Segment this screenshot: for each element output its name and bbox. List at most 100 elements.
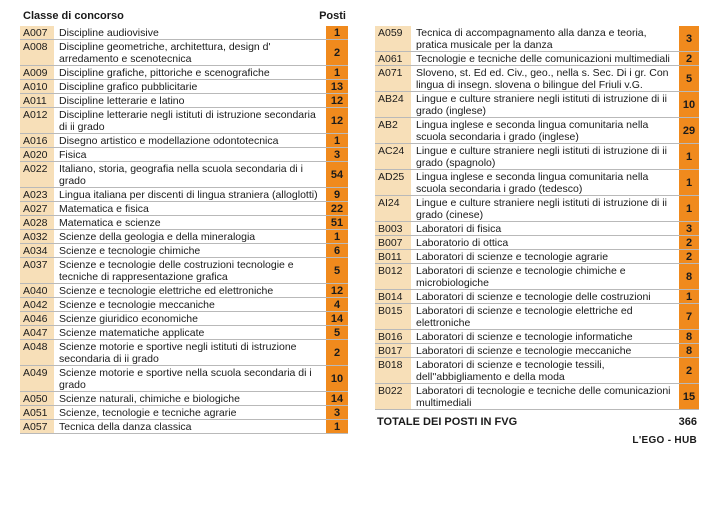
posti-count: 13 <box>326 80 348 93</box>
posti-count: 2 <box>679 250 699 263</box>
posti-count: 2 <box>679 236 699 249</box>
class-description: Laboratori di scienze e tecnologie agrar… <box>416 251 609 263</box>
table-row: A061 Tecnologie e tecniche delle comunica… <box>375 52 699 66</box>
table-row: A012 Discipline letterarie negli istituti… <box>20 108 348 134</box>
class-description: Scienze motorie e sportive nella scuola … <box>59 367 312 391</box>
class-code: B012 <box>375 264 411 289</box>
class-description: Discipline geometriche, architettura, de… <box>59 41 271 65</box>
table-row: A047 Scienze matematiche applicate 5 <box>20 326 348 340</box>
class-code: A020 <box>20 148 54 161</box>
class-description: Disegno artistico e modellazione odontot… <box>59 135 279 147</box>
class-description: Laboratori di scienze e tecnologie elett… <box>416 305 633 329</box>
right-table: A059 Tecnica di accompagnamento alla danz… <box>375 0 699 446</box>
class-description: Discipline letterarie e latino <box>59 95 185 107</box>
class-code: A040 <box>20 284 54 297</box>
posti-count: 2 <box>679 358 699 383</box>
posti-count: 51 <box>326 216 348 229</box>
table-row: B003 Laboratori di fisica 3 <box>375 222 699 236</box>
table-row: B015 Laboratori di scienze e tecnologie e… <box>375 304 699 330</box>
posti-count: 3 <box>679 26 699 51</box>
table-row: A027 Matematica e fisica 22 <box>20 202 348 216</box>
class-description: Italiano, storia, geografia nella scuola… <box>59 163 303 187</box>
class-code: A061 <box>375 52 411 65</box>
table-row: A046 Scienze giuridico economiche 14 <box>20 312 348 326</box>
class-code: A048 <box>20 340 54 365</box>
class-description: Scienze e tecnologie chimiche <box>59 245 201 257</box>
posti-count: 1 <box>326 420 348 433</box>
posti-count: 3 <box>679 222 699 235</box>
posti-count: 8 <box>679 344 699 357</box>
class-description: Laboratori di fisica <box>416 223 502 235</box>
class-description: Scienze, tecnologie e tecniche agrarie <box>59 407 237 419</box>
table-row: AB2 Lingua inglese e seconda lingua comun… <box>375 118 699 144</box>
class-code: B022 <box>375 384 411 409</box>
posti-count: 8 <box>679 330 699 343</box>
table-row: B018 Laboratori di scienze e tecnologie t… <box>375 358 699 384</box>
class-code: B011 <box>375 250 411 263</box>
class-code: AB24 <box>375 92 411 117</box>
posti-count: 15 <box>679 384 699 409</box>
table-row: AC24 Lingue e culture straniere negli ist… <box>375 144 699 170</box>
class-description: Tecnica di accompagnamento alla danza e … <box>416 27 647 51</box>
table-row: A032 Scienze della geologia e della miner… <box>20 230 348 244</box>
class-description: Lingue e culture straniere negli istitut… <box>416 93 667 117</box>
class-code: A027 <box>20 202 54 215</box>
class-description: Scienze della geologia e della mineralog… <box>59 231 256 243</box>
class-code: A011 <box>20 94 54 107</box>
class-code: A034 <box>20 244 54 257</box>
posti-count: 6 <box>326 244 348 257</box>
class-description: Lingue e culture straniere negli istitut… <box>416 197 667 221</box>
class-description: Lingua inglese e seconda lingua comunita… <box>416 171 649 195</box>
class-code: B007 <box>375 236 411 249</box>
table-row: A048 Scienze motorie e sportive negli ist… <box>20 340 348 366</box>
posti-count: 1 <box>679 290 699 303</box>
left-rows: A007 Discipline audiovisive 1 A008 Disciplin… <box>20 26 348 434</box>
class-description: Scienze matematiche applicate <box>59 327 205 339</box>
class-code: A071 <box>375 66 411 91</box>
posti-count: 5 <box>326 326 348 339</box>
table-row: B017 Laboratori di scienze e tecnologie m… <box>375 344 699 358</box>
posti-count: 1 <box>326 230 348 243</box>
table-row: A034 Scienze e tecnologie chimiche 6 <box>20 244 348 258</box>
column-header-posti: Posti <box>319 10 346 22</box>
table-row: A020 Fisica 3 <box>20 148 348 162</box>
table-row: A050 Scienze naturali, chimiche e biologi… <box>20 392 348 406</box>
class-description: Scienze e tecnologie elettriche ed elett… <box>59 285 274 297</box>
table-row: A009 Discipline grafiche, pittoriche e sc… <box>20 66 348 80</box>
class-code: A050 <box>20 392 54 405</box>
table-row: AB24 Lingue e culture straniere negli ist… <box>375 92 699 118</box>
class-description: Matematica e scienze <box>59 217 161 229</box>
class-code: AC24 <box>375 144 411 169</box>
class-description: Laboratorio di ottica <box>416 237 509 249</box>
class-code: B014 <box>375 290 411 303</box>
posti-count: 3 <box>326 406 348 419</box>
posti-count: 14 <box>326 312 348 325</box>
posti-count: 5 <box>679 66 699 91</box>
table-row: A010 Discipline grafico pubblicitarie 13 <box>20 80 348 94</box>
posti-count: 4 <box>326 298 348 311</box>
class-description: Discipline grafiche, pittoriche e scenog… <box>59 67 270 79</box>
class-code: A028 <box>20 216 54 229</box>
posti-count: 29 <box>679 118 699 143</box>
posti-count: 14 <box>326 392 348 405</box>
table-row: A023 Lingua italiana per discenti di ling… <box>20 188 348 202</box>
posti-count: 54 <box>326 162 348 187</box>
table-row: A016 Disegno artistico e modellazione odo… <box>20 134 348 148</box>
class-code: A042 <box>20 298 54 311</box>
total-row: TOTALE DEI POSTI IN FVG 366 <box>375 416 699 428</box>
class-code: A012 <box>20 108 54 133</box>
table-row: B011 Laboratori di scienze e tecnologie a… <box>375 250 699 264</box>
class-description: Matematica e fisica <box>59 203 149 215</box>
posti-count: 7 <box>679 304 699 329</box>
class-description: Lingua italiana per discenti di lingua s… <box>59 189 318 201</box>
table-row: A057 Tecnica della danza classica 1 <box>20 420 348 434</box>
class-description: Scienze naturali, chimiche e biologiche <box>59 393 240 405</box>
posti-count: 2 <box>326 40 348 65</box>
right-rows: A059 Tecnica di accompagnamento alla danz… <box>375 26 699 410</box>
class-code: B017 <box>375 344 411 357</box>
posti-count: 2 <box>679 52 699 65</box>
table-row: A042 Scienze e tecnologie meccaniche 4 <box>20 298 348 312</box>
class-description: Laboratori di tecnologie e tecniche dell… <box>416 385 671 409</box>
class-code: B016 <box>375 330 411 343</box>
posti-count: 12 <box>326 94 348 107</box>
